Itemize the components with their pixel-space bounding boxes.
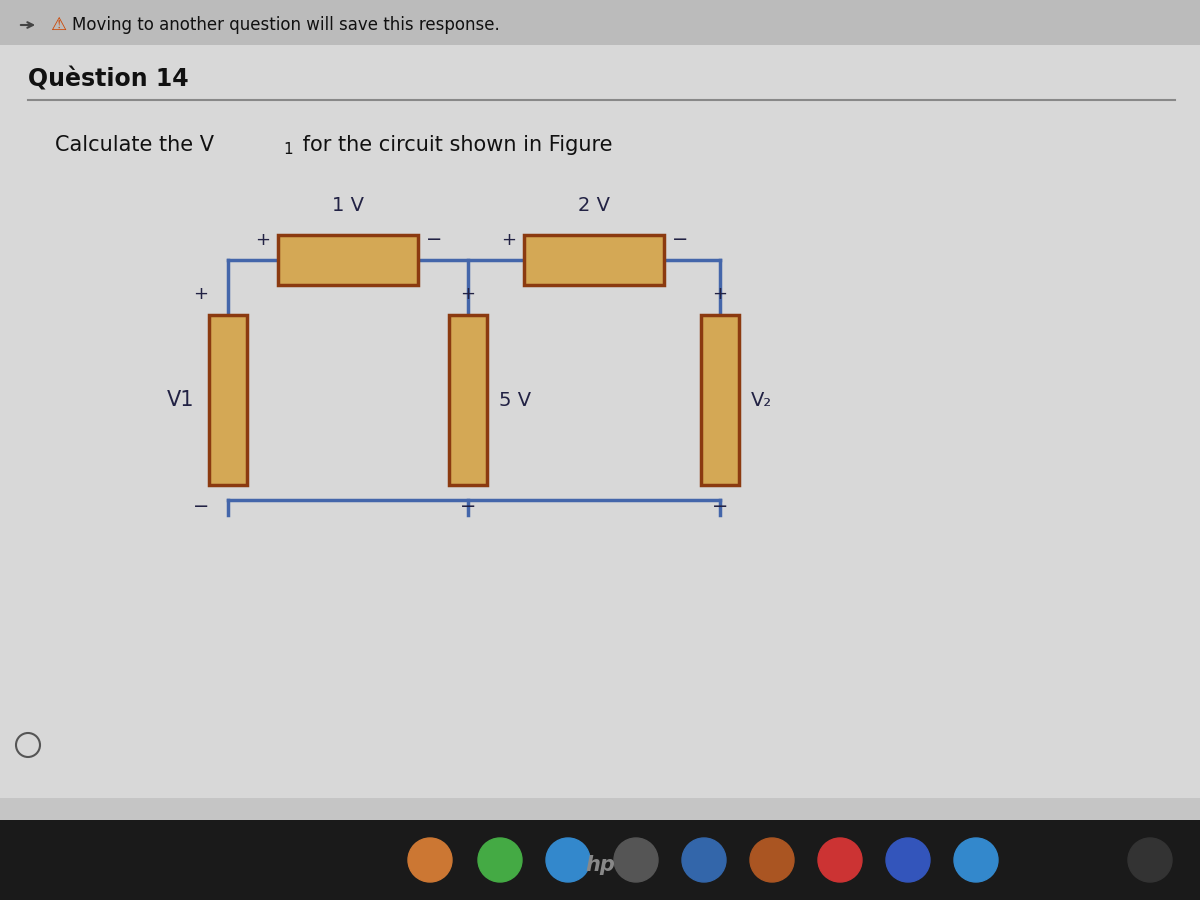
Bar [701,315,739,485]
Bar [0,0,1200,45]
Text: 1 V: 1 V [332,196,364,215]
Text: 1: 1 [283,142,293,157]
Circle shape [546,838,590,882]
Text: V₂: V₂ [751,391,773,410]
Bar [278,235,418,285]
Bar [0,45,1200,820]
Text: for the circuit shown in Figure: for the circuit shown in Figure [296,135,612,155]
Text: −: − [193,497,209,516]
Bar [449,315,487,485]
Circle shape [478,838,522,882]
Circle shape [954,838,998,882]
Bar [209,315,247,485]
Text: Calculate the V: Calculate the V [55,135,214,155]
Circle shape [408,838,452,882]
Text: Quèstion 14: Quèstion 14 [28,68,188,92]
Circle shape [614,838,658,882]
Circle shape [1128,838,1172,882]
Circle shape [750,838,794,882]
Text: V1: V1 [167,390,194,410]
Text: +: + [713,285,727,303]
Circle shape [682,838,726,882]
Text: −: − [712,497,728,516]
Bar [0,820,1200,900]
Bar [0,798,1200,828]
Text: ⚠: ⚠ [50,16,66,34]
Circle shape [886,838,930,882]
Text: Moving to another question will save this response.: Moving to another question will save thi… [72,16,499,34]
Text: +: + [256,231,270,249]
Text: −: − [672,230,689,249]
Text: −: − [460,497,476,516]
Text: −: − [426,230,443,249]
Text: +: + [193,285,209,303]
Bar [524,235,664,285]
Text: +: + [502,231,516,249]
Text: +: + [461,285,475,303]
Circle shape [818,838,862,882]
Text: 2 V: 2 V [578,196,610,215]
Text: 5 V: 5 V [499,391,532,410]
Text: hp: hp [586,855,614,875]
